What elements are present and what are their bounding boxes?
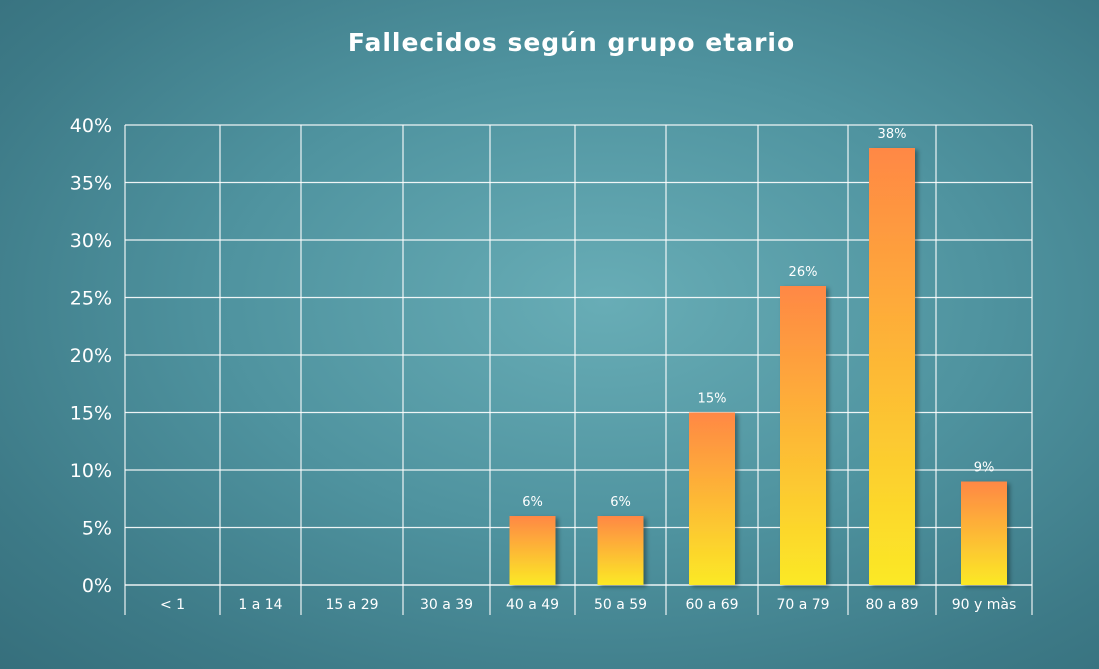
data-label: 26% xyxy=(789,265,818,280)
bar xyxy=(509,516,556,585)
y-tick-label: 15% xyxy=(70,403,112,425)
y-tick-label: 30% xyxy=(70,230,112,252)
y-tick-label: 35% xyxy=(70,173,112,195)
data-label: 6% xyxy=(522,495,543,510)
bars xyxy=(509,148,1007,585)
bar xyxy=(869,148,915,585)
x-tick-label: < 1 xyxy=(160,597,185,613)
data-label: 9% xyxy=(974,461,995,476)
y-tick-label: 10% xyxy=(70,460,112,482)
bar xyxy=(961,481,1007,585)
data-label: 15% xyxy=(698,392,727,407)
bar xyxy=(597,516,644,585)
y-tick-label: 0% xyxy=(82,575,112,597)
x-tick-label: 15 a 29 xyxy=(325,597,378,613)
labels: 0% 5% 10% 15% 20% 25% 30% 35% 40% < 1 1 a 14 15 a 2… xyxy=(70,115,1016,613)
x-tick-label: 60 a 69 xyxy=(685,597,738,613)
chart-title: Fallecidos según grupo etario xyxy=(347,28,796,57)
x-tick-label: 90 y màs xyxy=(952,597,1017,613)
y-tick-label: 20% xyxy=(70,345,112,367)
data-label: 38% xyxy=(878,127,907,142)
x-tick-label: 80 a 89 xyxy=(865,597,918,613)
bar xyxy=(689,412,735,585)
y-tick-label: 40% xyxy=(70,115,112,137)
y-tick-label: 5% xyxy=(82,518,112,540)
x-tick-label: 50 a 59 xyxy=(594,597,647,613)
grid xyxy=(124,124,1033,615)
x-tick-label: 30 a 39 xyxy=(420,597,473,613)
y-tick-label: 25% xyxy=(70,288,112,310)
x-tick-label: 70 a 79 xyxy=(776,597,829,613)
bar xyxy=(780,286,826,585)
x-tick-label: 40 a 49 xyxy=(506,597,559,613)
x-tick-label: 1 a 14 xyxy=(238,597,282,613)
data-label: 6% xyxy=(610,495,631,510)
